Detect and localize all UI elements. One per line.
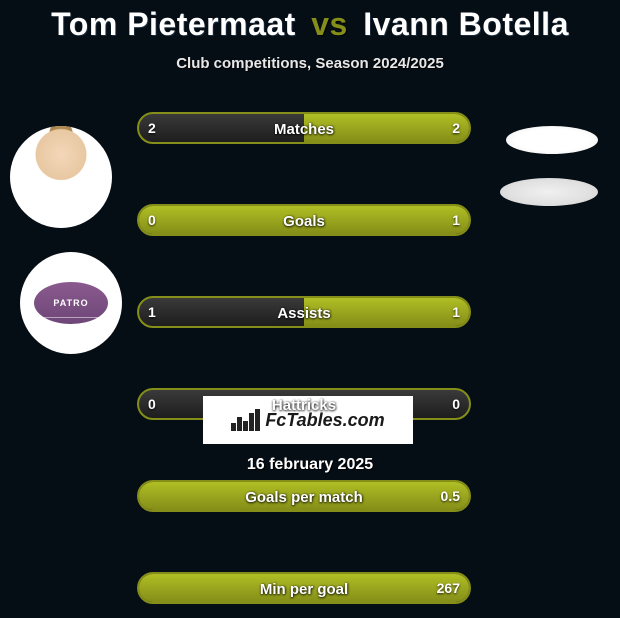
- stat-row: Min per goal267: [0, 572, 620, 618]
- fctables-logo: FcTables.com: [203, 396, 413, 444]
- bar-fill-right: [304, 114, 469, 142]
- comparison-title: Tom Pietermaat vs Ivann Botella: [0, 0, 620, 43]
- logo-text: FcTables.com: [265, 410, 384, 431]
- bar-fill-right: [139, 574, 469, 602]
- player1-name: Tom Pietermaat: [51, 6, 296, 42]
- bar-track: Goals per match: [137, 480, 471, 512]
- vs-label: vs: [311, 6, 348, 42]
- logo-bars-icon: [231, 409, 259, 431]
- bar-track: Goals: [137, 204, 471, 236]
- stat-row: Goals per match0.5: [0, 480, 620, 526]
- bar-track: Matches: [137, 112, 471, 144]
- footer-date: 16 february 2025: [0, 456, 620, 474]
- player2-name: Ivann Botella: [363, 6, 569, 42]
- bar-track: Min per goal: [137, 572, 471, 604]
- stat-row: Goals01: [0, 204, 620, 250]
- stat-row: Assists11: [0, 296, 620, 342]
- stat-row: Matches22: [0, 112, 620, 158]
- bar-track: Assists: [137, 296, 471, 328]
- bar-fill-right: [139, 482, 469, 510]
- bar-fill-right: [139, 206, 469, 234]
- bar-fill-right: [304, 298, 469, 326]
- comparison-chart: Matches22Goals01Assists11Hattricks00Goal…: [0, 112, 620, 388]
- subtitle: Club competitions, Season 2024/2025: [0, 55, 620, 72]
